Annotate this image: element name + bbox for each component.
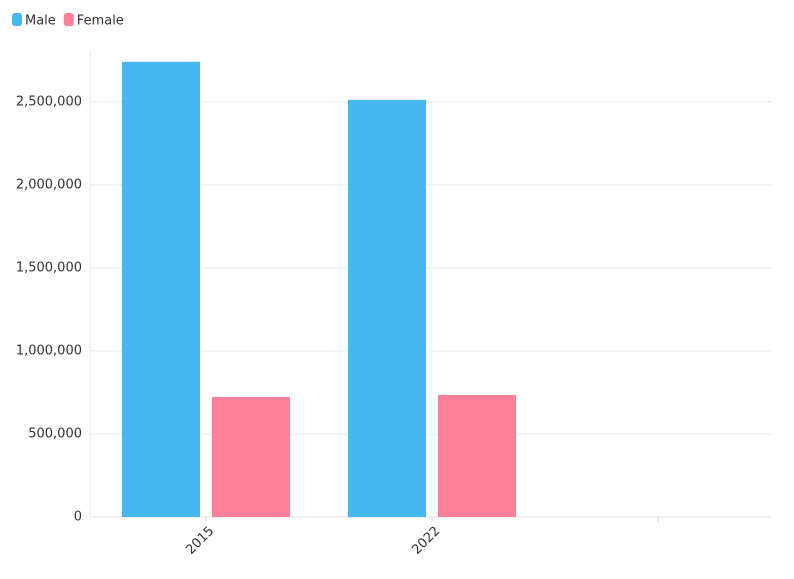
x-tick-label: 2022 (409, 524, 443, 558)
legend-swatch (63, 13, 74, 26)
x-tick-group: 2022 (409, 524, 443, 558)
bar (438, 394, 516, 517)
legend-swatch (12, 13, 22, 26)
bar (212, 396, 290, 517)
y-tick-label: 0 (74, 510, 82, 525)
x-tick-label: 2015 (183, 524, 217, 558)
y-tick-label: 1,000,000 (16, 343, 82, 358)
legend-label: Male (25, 14, 56, 29)
bar (348, 99, 426, 517)
x-tick-group: 2015 (183, 524, 217, 558)
y-tick-label: 2,500,000 (16, 94, 82, 109)
y-tick-label: 2,000,000 (16, 177, 82, 192)
y-tick-label: 1,500,000 (16, 260, 82, 275)
bar (122, 61, 200, 517)
legend-label: Female (77, 14, 124, 29)
y-tick-label: 500,000 (28, 426, 82, 441)
